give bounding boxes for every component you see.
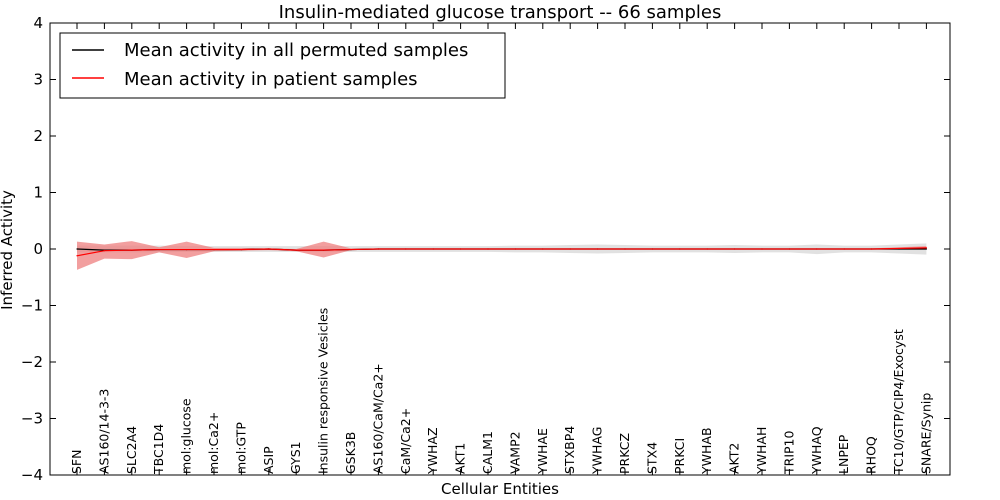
x-tick-label: TRIP10 — [781, 431, 796, 475]
data-point-patient — [240, 248, 242, 251]
x-tick-label: mol:GTP — [233, 422, 248, 474]
x-tick-label: YWHAQ — [809, 426, 824, 475]
chart-title: Insulin-mediated glucose transport -- 66… — [279, 2, 722, 23]
x-tick-label: YWHAZ — [425, 427, 440, 475]
data-point-patient — [76, 255, 78, 257]
data-point-patient — [268, 248, 270, 250]
x-tick-label: AKT2 — [727, 443, 742, 474]
y-tick-label: 1 — [33, 184, 43, 202]
data-point-patient — [295, 249, 297, 251]
data-point-patient — [651, 248, 654, 250]
data-point-patient — [131, 249, 133, 251]
data-point-patient — [542, 248, 544, 250]
series-lines — [76, 247, 928, 257]
y-tick-label: 2 — [33, 127, 43, 145]
data-point-patient — [898, 247, 900, 250]
data-point-patient — [213, 248, 215, 251]
x-tick-label: CALM1 — [480, 431, 495, 474]
y-axis-label: Inferred Activity — [0, 190, 16, 310]
x-tick-label: GSK3B — [343, 432, 358, 474]
x-tick-label: TC10/GTP/CIP4/Exocyst — [891, 329, 906, 475]
y-tick-label: −4 — [21, 466, 43, 484]
x-tick-label: Insulin responsive Vesicles — [316, 308, 331, 474]
x-tick-label: VAMP2 — [507, 431, 522, 474]
legend-label-patient: Mean activity in patient samples — [124, 69, 418, 90]
confidence-bands — [77, 241, 927, 270]
data-point-patient — [597, 248, 599, 250]
legend: Mean activity in all permuted samples Me… — [59, 32, 506, 99]
data-point-patient — [350, 248, 352, 251]
x-tick-label: PRKCZ — [617, 433, 632, 474]
x-tick-label: YWHAB — [699, 427, 714, 475]
y-tick-label: 0 — [33, 240, 43, 258]
plot-frame — [49, 22, 951, 476]
x-tick-label: YWHAH — [754, 427, 769, 475]
data-point-patient — [624, 248, 626, 250]
data-point-patient — [432, 248, 434, 250]
data-point-patient — [158, 248, 160, 251]
data-point-patient — [679, 248, 681, 250]
y-axis-ticks: 4 3 2 1 0 −1 −2 −3 −4 — [21, 14, 950, 484]
x-tick-label: YWHAG — [590, 427, 605, 475]
x-tick-label: GYS1 — [288, 441, 303, 474]
y-tick-label: −2 — [21, 353, 43, 371]
data-point-patient — [186, 248, 188, 251]
series-line-patient — [76, 247, 927, 257]
x-tick-label: PRKCI — [672, 438, 687, 474]
data-point-patient — [514, 248, 517, 250]
data-point-patient — [706, 248, 708, 250]
data-point-patient — [487, 248, 489, 250]
x-tick-label: STXBP4 — [562, 426, 577, 474]
data-point-permuted — [76, 248, 78, 250]
x-axis-label: Cellular Entities — [441, 480, 559, 498]
data-point-patient — [377, 248, 379, 250]
data-point-patient — [788, 248, 791, 250]
x-tick-label: RHOQ — [864, 436, 879, 474]
y-tick-label: −3 — [21, 410, 43, 428]
x-tick-label: STX4 — [644, 442, 659, 474]
data-point-patient — [925, 247, 928, 249]
data-point-patient — [734, 248, 736, 250]
data-point-patient — [761, 248, 763, 250]
data-point-patient — [843, 248, 845, 250]
x-tick-label: CaM/Ca2+ — [398, 408, 413, 474]
data-point-patient — [323, 249, 325, 251]
x-axis-ticks: SFN AS160/14-3-3 SLC2A4 TBC1D4 mol:glucose mo… — [69, 23, 933, 475]
x-tick-label: AS160/CaM/Ca2+ — [370, 363, 385, 474]
x-tick-label: mol:Ca2+ — [206, 412, 221, 474]
data-point-patient — [460, 248, 462, 250]
data-point-patient — [405, 248, 407, 250]
x-tick-label: TBC1D4 — [151, 424, 166, 475]
x-tick-label: SNARE/Synip — [918, 393, 933, 474]
y-tick-label: 3 — [33, 71, 43, 89]
y-tick-label: 4 — [33, 14, 43, 32]
data-point-patient — [816, 248, 818, 250]
x-tick-label: SFN — [69, 450, 84, 474]
data-point-patient — [871, 248, 873, 250]
data-point-patient — [569, 248, 571, 250]
x-tick-label: mol:glucose — [179, 398, 194, 474]
legend-label-permuted: Mean activity in all permuted samples — [124, 40, 468, 61]
y-tick-label: −1 — [21, 297, 43, 315]
x-tick-label: AKT1 — [453, 443, 468, 474]
legend-box — [59, 32, 506, 99]
data-point-permuted — [925, 248, 928, 250]
x-tick-label: LNPEP — [836, 434, 851, 474]
x-tick-label: AS160/14-3-3 — [96, 389, 111, 474]
x-tick-label: SLC2A4 — [124, 426, 139, 474]
data-point-patient — [103, 250, 105, 252]
x-tick-label: ASIP — [261, 446, 276, 474]
x-tick-label: YWHAE — [535, 428, 550, 475]
